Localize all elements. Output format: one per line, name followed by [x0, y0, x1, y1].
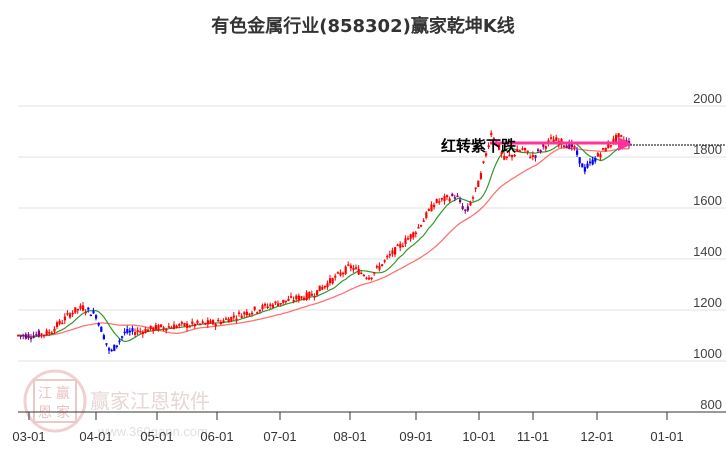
grid-lines [18, 105, 726, 362]
candlesticks [17, 130, 631, 354]
x-tick-label: 04-01 [79, 429, 112, 444]
watermark: 江 赢 恩 家 赢家江恩软件 www.360gann.com [23, 369, 210, 439]
ma-long-line [17, 147, 630, 338]
y-tick-label: 1600 [693, 193, 722, 208]
x-tick-label: 07-01 [263, 429, 296, 444]
chart-title: 有色金属行业(858302)赢家乾坤K线 [211, 16, 515, 37]
x-tick-label: 08-01 [333, 429, 366, 444]
x-tick-label: 09-01 [399, 429, 432, 444]
y-tick-label: 1200 [693, 295, 722, 310]
x-tick-label: 06-01 [200, 429, 233, 444]
y-tick-label: 2000 [693, 91, 722, 106]
annotation-label: 红转紫下跌 [441, 137, 517, 155]
y-tick-label: 800 [700, 397, 722, 412]
y-tick-label: 1800 [693, 142, 722, 157]
x-tick-label: 12-01 [580, 429, 613, 444]
y-tick-label: 1000 [693, 346, 722, 361]
seal-char: 恩 [38, 405, 52, 421]
y-tick-label: 1400 [693, 244, 722, 259]
watermark-url: www.360gann.com [97, 424, 208, 439]
x-tick-label: 03-01 [12, 429, 45, 444]
x-tick-label: 05-01 [140, 429, 173, 444]
x-tick-label: 11-01 [517, 429, 549, 444]
y-axis: 2000 1800 1600 1400 1200 1000 800 [693, 91, 722, 412]
seal-char: 江 [38, 386, 52, 402]
seal-char: 赢 [56, 385, 70, 402]
watermark-name: 赢家江恩软件 [90, 389, 210, 413]
x-tick-label: 01-01 [650, 429, 683, 444]
ma-short-line [17, 141, 630, 343]
x-axis: 03-01 04-01 05-01 06-01 07-01 08-01 09-01 10-01… [12, 411, 726, 444]
annotation-arrow [490, 137, 632, 151]
x-tick-label: 10-01 [462, 429, 495, 444]
